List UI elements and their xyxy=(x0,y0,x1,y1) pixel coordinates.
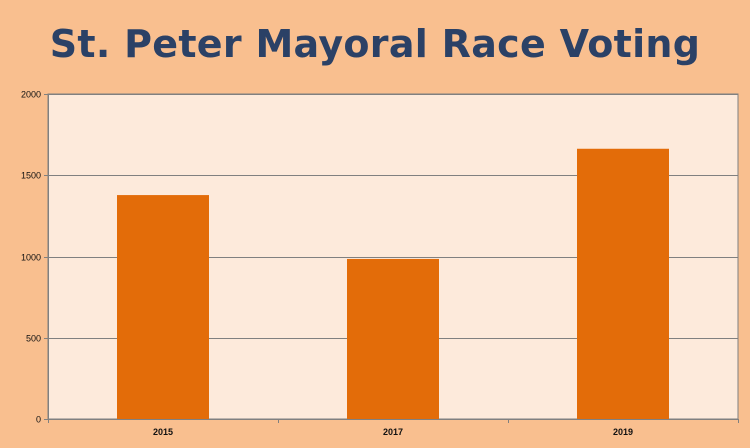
bar-2015 xyxy=(117,195,209,419)
y-tick-label: 0 xyxy=(36,415,41,425)
bars xyxy=(117,148,669,419)
x-tick-label: 2017 xyxy=(383,427,403,437)
y-tick-label: 1500 xyxy=(21,171,41,181)
y-tick-label: 1000 xyxy=(21,253,41,263)
x-axis: 2015 2017 2019 xyxy=(48,419,739,437)
chart-title: St. Peter Mayoral Race Voting xyxy=(49,22,701,66)
y-tick-label: 500 xyxy=(26,334,41,344)
bar-2019 xyxy=(577,148,669,419)
x-tick-label: 2015 xyxy=(153,427,173,437)
y-axis: 0 500 1000 1500 2000 xyxy=(21,90,49,425)
y-tick-label: 2000 xyxy=(21,90,41,100)
bar-2017 xyxy=(347,258,439,419)
x-tick-label: 2019 xyxy=(613,427,633,437)
